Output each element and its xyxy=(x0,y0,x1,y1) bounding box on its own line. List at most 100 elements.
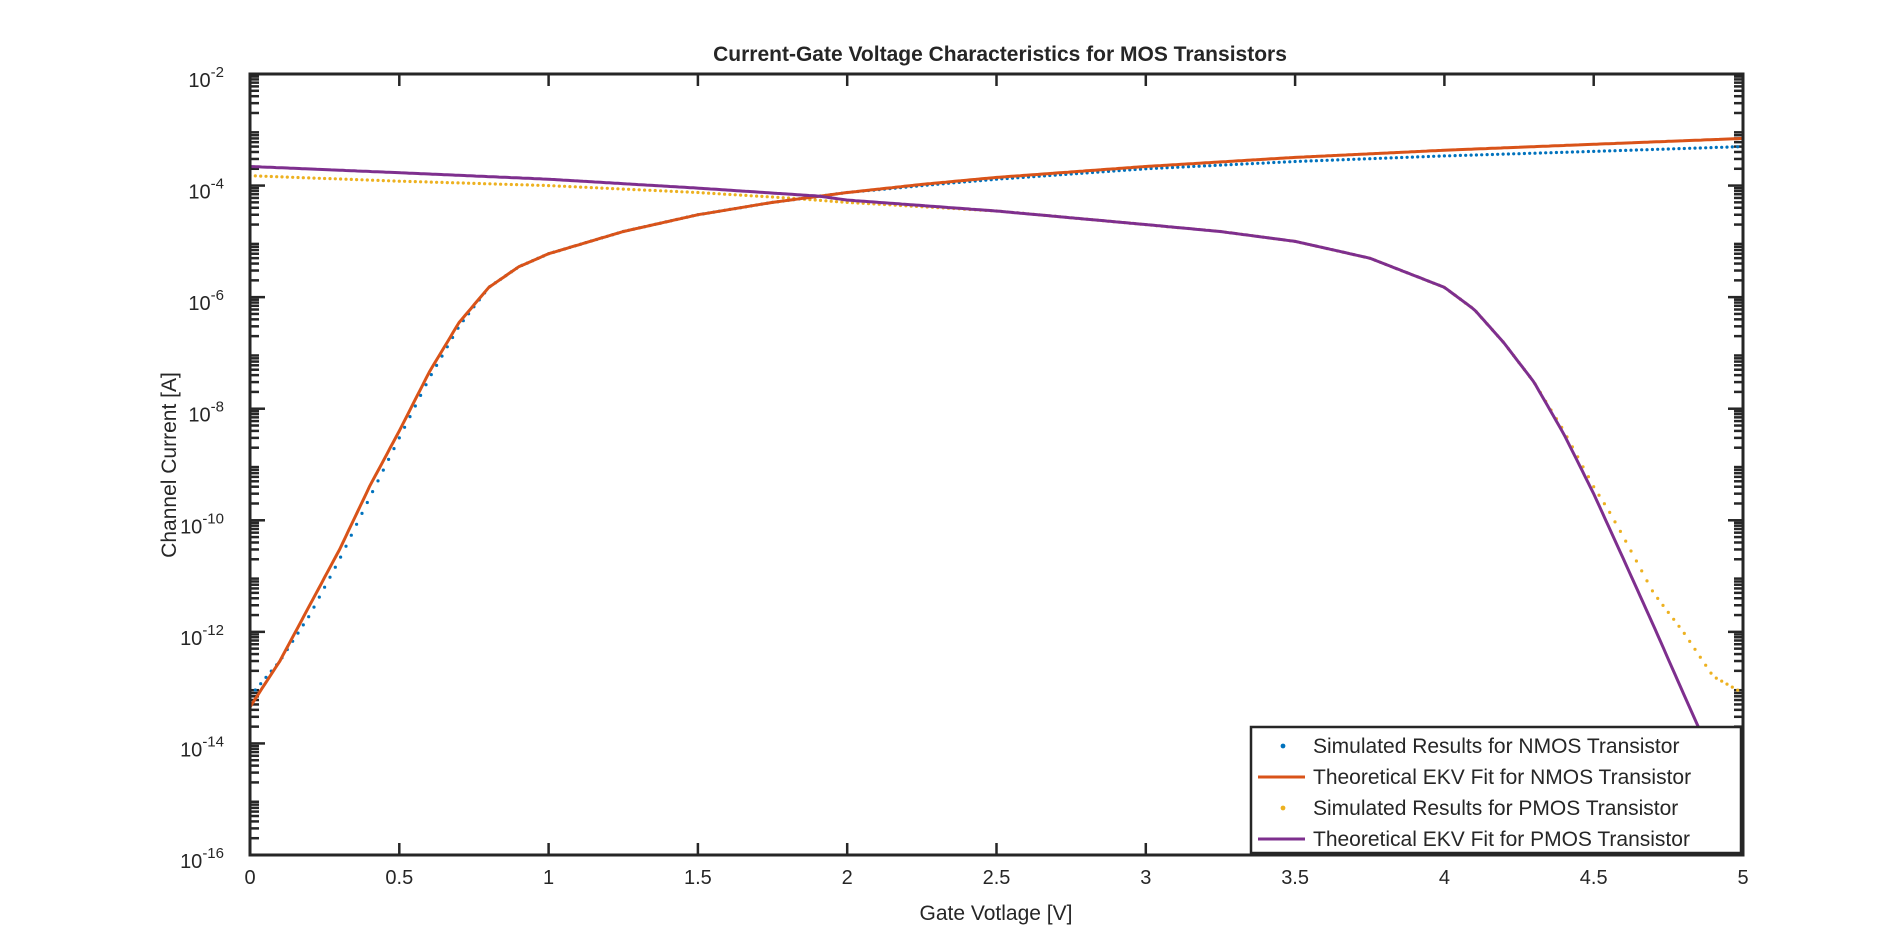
data-point xyxy=(344,544,348,548)
data-point xyxy=(653,188,657,193)
data-point xyxy=(429,373,433,377)
data-point xyxy=(1240,162,1244,166)
data-point xyxy=(1309,159,1313,163)
data-point xyxy=(536,183,540,187)
data-point xyxy=(392,179,396,183)
x-tick-label: 1 xyxy=(543,867,554,889)
data-point xyxy=(323,176,327,181)
data-point xyxy=(483,182,487,186)
data-point xyxy=(1517,152,1521,156)
data-point xyxy=(1656,596,1660,601)
data-point xyxy=(397,436,401,440)
data-point xyxy=(1613,520,1617,524)
data-point xyxy=(739,193,743,197)
data-point xyxy=(1432,154,1436,158)
data-point xyxy=(813,198,817,202)
data-point xyxy=(1677,624,1681,628)
data-point xyxy=(1224,163,1228,167)
data-point xyxy=(339,555,343,559)
data-point xyxy=(344,177,348,181)
x-tick-label: 1.5 xyxy=(684,867,712,889)
data-point xyxy=(1554,150,1558,155)
data-point xyxy=(541,183,545,187)
data-point xyxy=(669,189,673,193)
data-point xyxy=(1192,164,1196,168)
data-point xyxy=(296,631,300,635)
data-point xyxy=(1384,156,1388,160)
data-point xyxy=(1618,529,1622,534)
data-point xyxy=(1250,162,1254,166)
plot-area xyxy=(250,74,1743,855)
data-point xyxy=(1266,161,1270,165)
data-point xyxy=(440,180,444,184)
data-point xyxy=(1176,165,1180,169)
data-point xyxy=(408,415,412,419)
data-point xyxy=(387,179,391,183)
data-point xyxy=(387,457,391,461)
data-point xyxy=(333,565,337,569)
data-point xyxy=(365,500,369,505)
data-point xyxy=(1693,146,1697,150)
data-point xyxy=(291,175,295,179)
data-point xyxy=(1389,156,1393,160)
data-point xyxy=(1677,147,1681,151)
data-point xyxy=(1272,160,1276,165)
legend-entry-label: Theoretical EKV Fit for PMOS Transistor xyxy=(1313,828,1690,851)
data-point xyxy=(419,180,423,184)
series-line-theoretical-ekv-fit-for-nmos-transistor xyxy=(250,136,1743,708)
data-point xyxy=(1629,148,1633,152)
data-point xyxy=(1293,159,1297,164)
data-point xyxy=(1528,151,1532,155)
data-point xyxy=(1442,154,1446,158)
data-point xyxy=(824,199,828,203)
data-point xyxy=(1506,152,1510,156)
data-point xyxy=(1608,149,1612,153)
data-point xyxy=(1725,682,1729,686)
data-point xyxy=(1709,671,1713,675)
series-layer xyxy=(250,136,1743,728)
legend-swatch-dot xyxy=(1280,805,1286,811)
data-point xyxy=(1730,145,1734,149)
y-tick-label: 10-8 xyxy=(188,399,224,427)
data-point xyxy=(1394,156,1398,160)
data-point xyxy=(1650,589,1654,593)
data-point xyxy=(1597,149,1601,153)
data-point xyxy=(488,182,492,186)
data-point xyxy=(1704,663,1708,667)
data-point xyxy=(845,200,849,204)
data-point xyxy=(834,200,839,204)
data-point xyxy=(424,180,428,184)
data-point xyxy=(493,182,497,186)
data-point xyxy=(829,199,833,203)
data-point xyxy=(1597,493,1601,497)
data-point xyxy=(1613,149,1617,153)
y-tick-exponent: -10 xyxy=(202,510,224,527)
data-point xyxy=(413,404,417,408)
x-tick-label: 3 xyxy=(1140,867,1151,889)
data-point xyxy=(1421,155,1425,159)
data-point xyxy=(1336,158,1340,162)
data-point xyxy=(1538,151,1542,155)
data-point xyxy=(1608,510,1612,514)
data-point xyxy=(1368,157,1372,161)
data-point xyxy=(755,194,759,198)
data-point xyxy=(392,447,396,451)
legend-entry-label: Simulated Results for PMOS Transistor xyxy=(1313,797,1678,820)
data-point xyxy=(264,675,268,680)
x-tick-label: 4.5 xyxy=(1580,867,1608,889)
data-point xyxy=(1650,147,1654,152)
data-point xyxy=(328,575,332,579)
data-point xyxy=(360,511,364,515)
data-point xyxy=(531,183,535,187)
chart-title: Current-Gate Voltage Characteristics for… xyxy=(713,43,1287,66)
data-point xyxy=(515,183,519,187)
data-point xyxy=(333,177,337,181)
data-point xyxy=(770,195,775,199)
data-point xyxy=(269,174,273,179)
data-point xyxy=(1282,160,1286,164)
data-point xyxy=(371,178,375,182)
data-point xyxy=(675,189,679,194)
data-point xyxy=(637,188,641,192)
data-point xyxy=(627,187,631,191)
